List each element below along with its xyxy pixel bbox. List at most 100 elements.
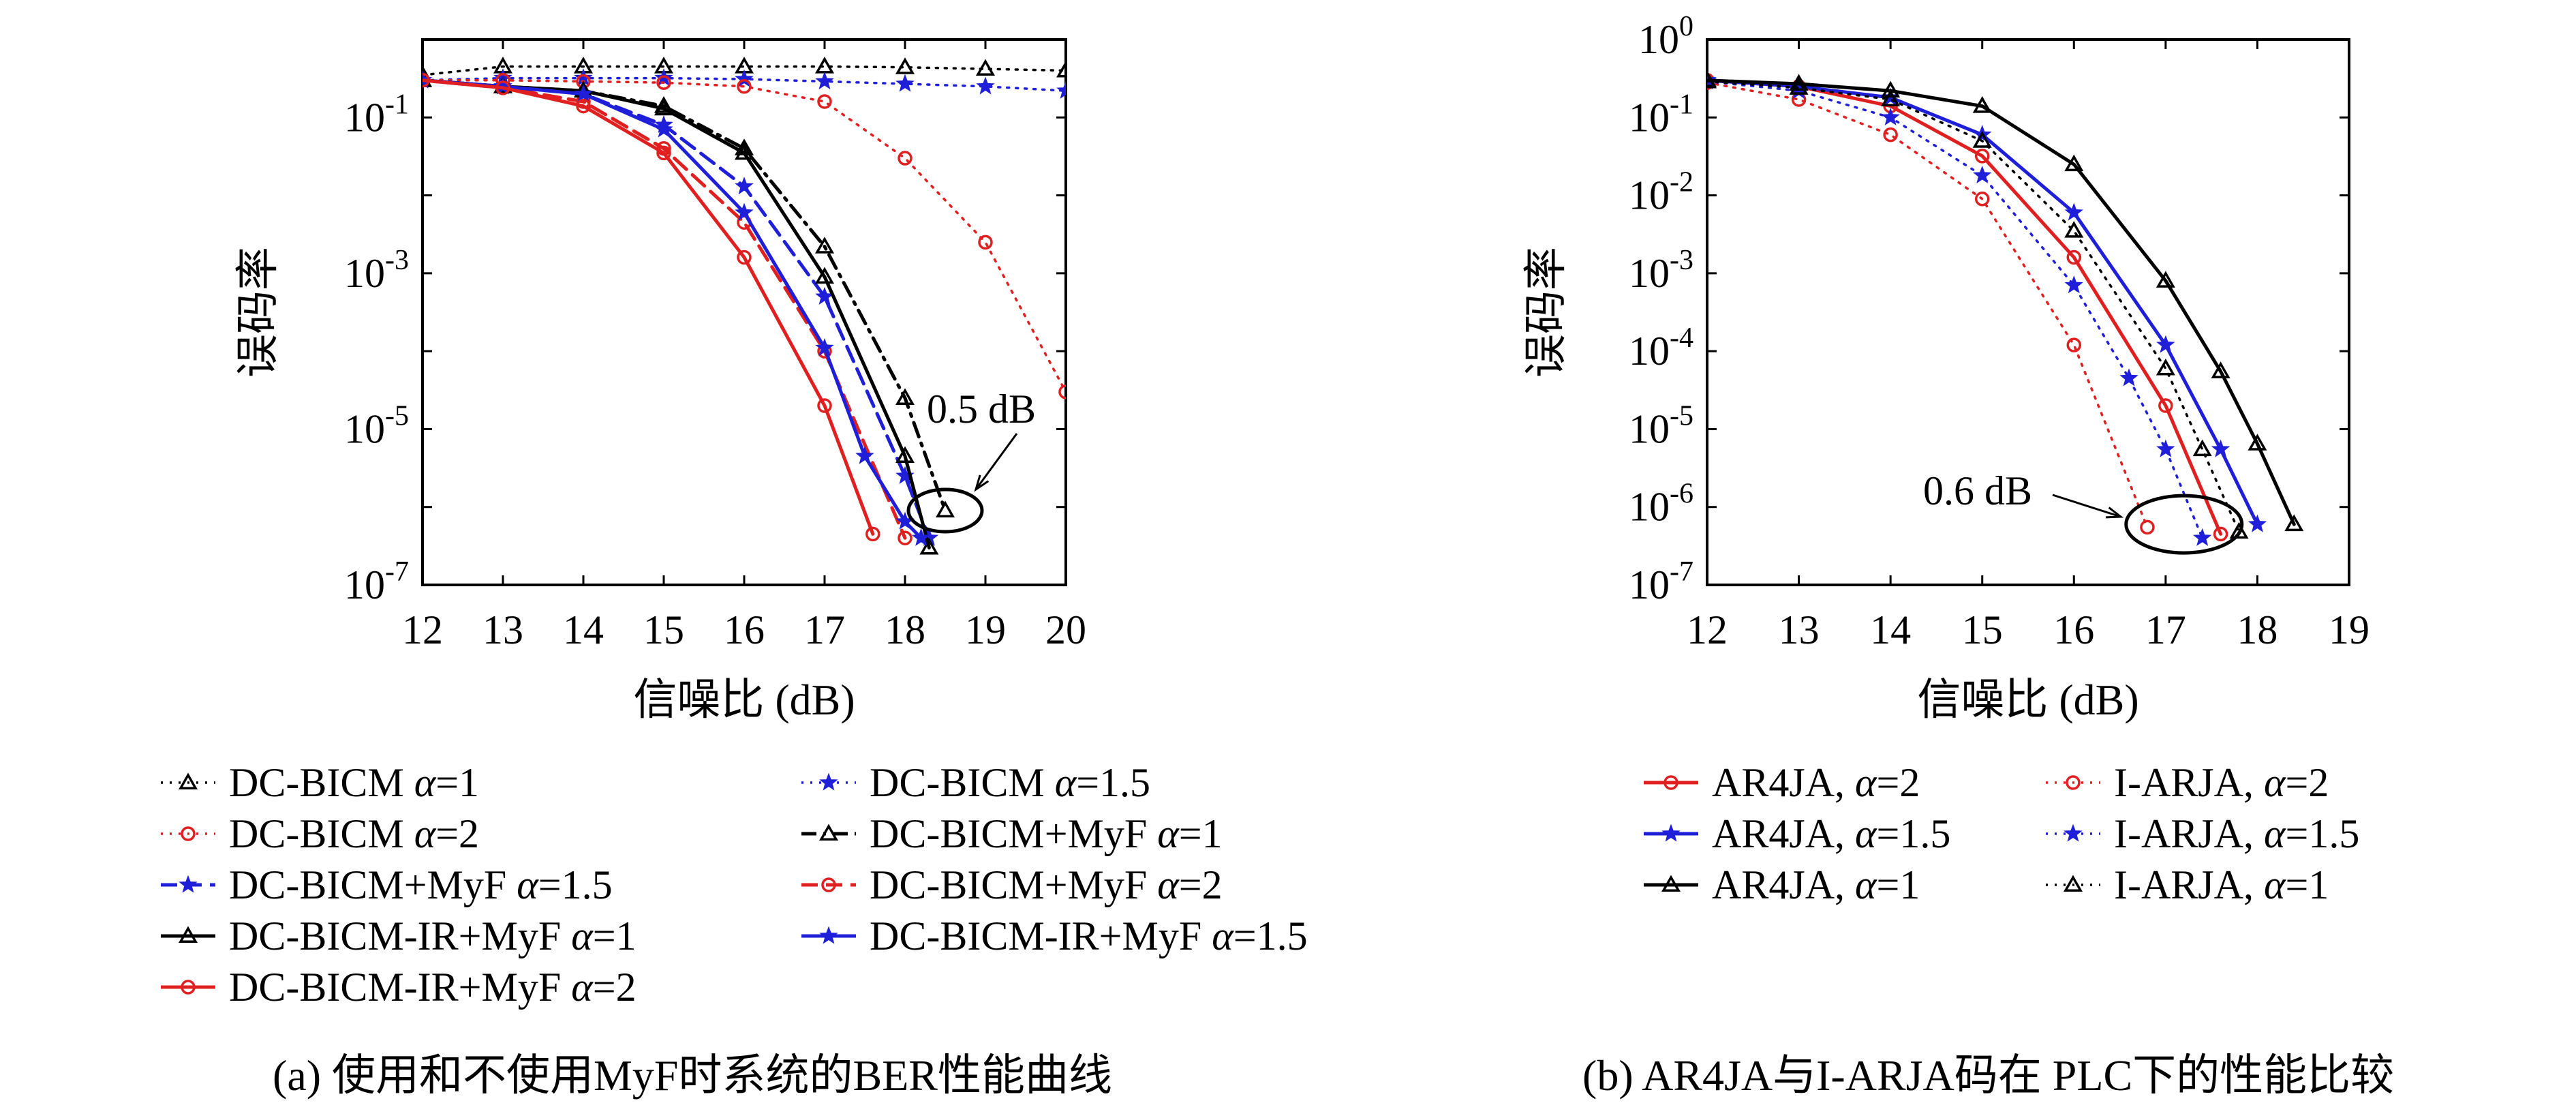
- annotation-label: 0.6 dB: [1923, 468, 2032, 513]
- legend-marker: [181, 826, 196, 841]
- x-tick-label: 13: [482, 607, 523, 652]
- data-point: [975, 59, 996, 76]
- data-point: [815, 71, 834, 90]
- legend-marker: [179, 875, 198, 893]
- x-tick-label: 12: [402, 607, 443, 652]
- series-group: [1707, 70, 2304, 546]
- legend-marker: [1661, 875, 1681, 892]
- legend-marker: [819, 926, 838, 944]
- data-point: [576, 98, 591, 114]
- x-tick-label: 18: [885, 607, 925, 652]
- y-tick-label: 10-6: [1629, 479, 1693, 530]
- data-point: [2229, 522, 2249, 539]
- data-point: [2066, 250, 2082, 265]
- legend-label: I-ARJA, α=2: [2114, 760, 2329, 805]
- data-point: [2156, 335, 2175, 353]
- x-tick-label: 16: [2053, 607, 2094, 652]
- legend-marker: [1661, 824, 1681, 842]
- y-tick-label: 10-5: [344, 400, 409, 451]
- data-point: [735, 202, 754, 221]
- legend-label: DC-BICM+MyF α=1.5: [229, 862, 613, 907]
- y-tick-label: 10-7: [1629, 556, 1693, 607]
- legend-label: AR4JA, α=1: [1712, 862, 1920, 907]
- data-point: [654, 98, 674, 116]
- series-line-6: [1707, 80, 2241, 533]
- data-point: [574, 84, 593, 102]
- x-tick-label: 17: [2145, 607, 2186, 652]
- data-point: [1058, 384, 1066, 399]
- y-tick-label: 10-1: [344, 89, 409, 140]
- y-tick-label: 10-3: [344, 245, 409, 296]
- data-point: [976, 76, 995, 95]
- legend-label: DC-BICM-IR+MyF α=1.5: [870, 913, 1308, 958]
- data-point: [919, 537, 939, 555]
- data-point: [2156, 439, 2175, 457]
- caption-b: (b) AR4JA与I-ARJA码在 PLC下的性能比较: [1582, 1051, 2395, 1100]
- data-point: [1056, 80, 1066, 99]
- series-group: [423, 57, 1066, 555]
- data-point: [2192, 528, 2212, 546]
- series-line-8: [423, 78, 923, 540]
- x-tick-label: 13: [1779, 607, 1820, 652]
- y-tick-label: 10-2: [1629, 167, 1693, 218]
- chart-panel-a: 12 13 14 15 16 17 18 19 20 10-1 10-3 10-5 10-7 信噪比 (d…: [161, 38, 1308, 1010]
- chart-panel-b: 12 13 14 15 16 17 18 19 100 10-1 10-2 10-3 10-4 10-5 1…: [1522, 11, 2370, 907]
- series-line-2: [1707, 81, 2149, 529]
- x-tick-label: 16: [724, 607, 765, 652]
- data-point: [895, 57, 915, 74]
- legend-label: AR4JA, α=1.5: [1712, 811, 1950, 856]
- legend-marker: [821, 877, 836, 892]
- legend-label: DC-BICM+MyF α=1: [870, 811, 1223, 856]
- data-point: [1789, 78, 1809, 95]
- y-tick-label: 10-7: [344, 556, 409, 607]
- data-point: [735, 69, 754, 87]
- data-point: [865, 526, 880, 542]
- data-point: [814, 267, 835, 284]
- data-point: [895, 446, 915, 464]
- x-tick-label: 20: [1045, 607, 1086, 652]
- series-line-1: [423, 65, 1066, 76]
- data-point: [817, 398, 832, 413]
- data-point: [493, 76, 512, 95]
- data-point: [734, 142, 754, 160]
- caption-a: (a) 使用和不使用MyF时系统的BER性能曲线: [273, 1051, 1112, 1100]
- data-point: [935, 500, 955, 517]
- annotation-ellipse: [2124, 494, 2244, 555]
- x-axis-label: 信噪比 (dB): [633, 676, 855, 724]
- data-point: [1789, 74, 1809, 91]
- plot-frame: [421, 38, 1067, 586]
- data-point: [2066, 337, 2082, 352]
- data-point: [737, 79, 752, 94]
- data-point: [654, 96, 674, 113]
- annotation-ellipse: [906, 487, 984, 534]
- legend-label: DC-BICM α=2: [229, 811, 479, 856]
- x-tick-label: 18: [2237, 607, 2278, 652]
- data-point: [978, 235, 993, 250]
- data-point: [656, 75, 671, 90]
- data-point: [898, 530, 913, 545]
- legend-marker: [818, 824, 839, 841]
- data-point: [1881, 89, 1901, 106]
- data-point: [2140, 519, 2155, 535]
- data-point: [1056, 60, 1066, 78]
- x-tick-label: 15: [643, 607, 684, 652]
- data-point: [2213, 526, 2228, 542]
- data-point: [2248, 514, 2267, 532]
- data-point: [2192, 439, 2212, 457]
- data-point: [855, 446, 874, 464]
- data-point: [1883, 127, 1898, 142]
- data-point: [911, 528, 931, 546]
- y-tick-label: 100: [1638, 11, 1693, 62]
- x-axis-label: 信噪比 (dB): [1917, 676, 2138, 724]
- legend-marker: [2063, 875, 2083, 892]
- legend-marker: [178, 772, 198, 789]
- data-point: [2064, 154, 2084, 172]
- x-tick-label: 19: [965, 607, 1006, 652]
- annotation-label: 0.5 dB: [927, 387, 1036, 432]
- series-line-3: [423, 79, 1066, 393]
- data-point: [1881, 80, 1901, 98]
- data-point: [656, 145, 671, 161]
- data-point: [2156, 271, 2175, 288]
- x-tick-label: 14: [563, 607, 604, 652]
